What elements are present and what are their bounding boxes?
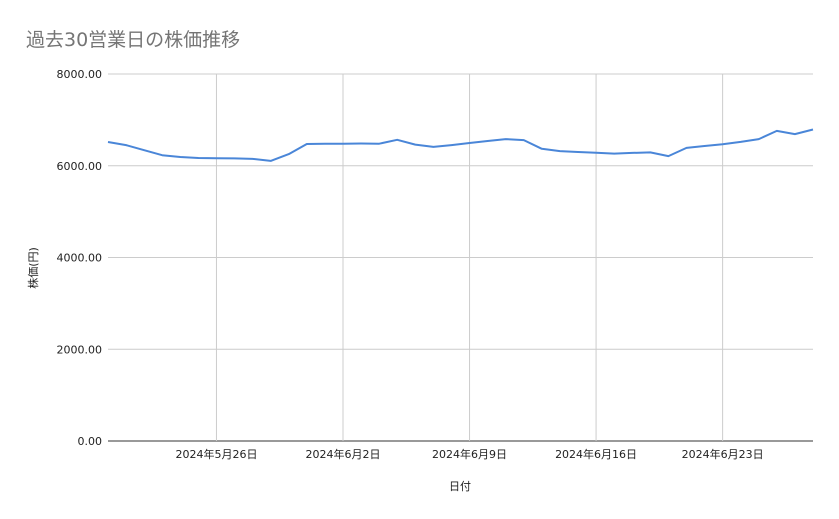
- y-tick-label: 0.00: [78, 435, 103, 448]
- x-tick-label: 2024年6月23日: [682, 447, 764, 461]
- chart-title: 過去30営業日の株価推移: [26, 29, 240, 51]
- x-axis-label: 日付: [449, 480, 471, 493]
- series-line: [107, 128, 814, 162]
- x-tick-label: 2024年6月2日: [306, 447, 381, 461]
- y-tick-label: 2000.00: [57, 343, 103, 356]
- x-tick-label: 2024年6月16日: [555, 447, 637, 461]
- y-tick-label: 6000.00: [57, 160, 103, 173]
- x-tick-label: 2024年6月9日: [432, 447, 507, 461]
- y-tick-label: 4000.00: [57, 252, 103, 265]
- y-tick-label: 8000.00: [57, 68, 103, 81]
- x-tick-label: 2024年5月26日: [175, 447, 257, 461]
- y-axis-label: 株価(円): [26, 247, 40, 289]
